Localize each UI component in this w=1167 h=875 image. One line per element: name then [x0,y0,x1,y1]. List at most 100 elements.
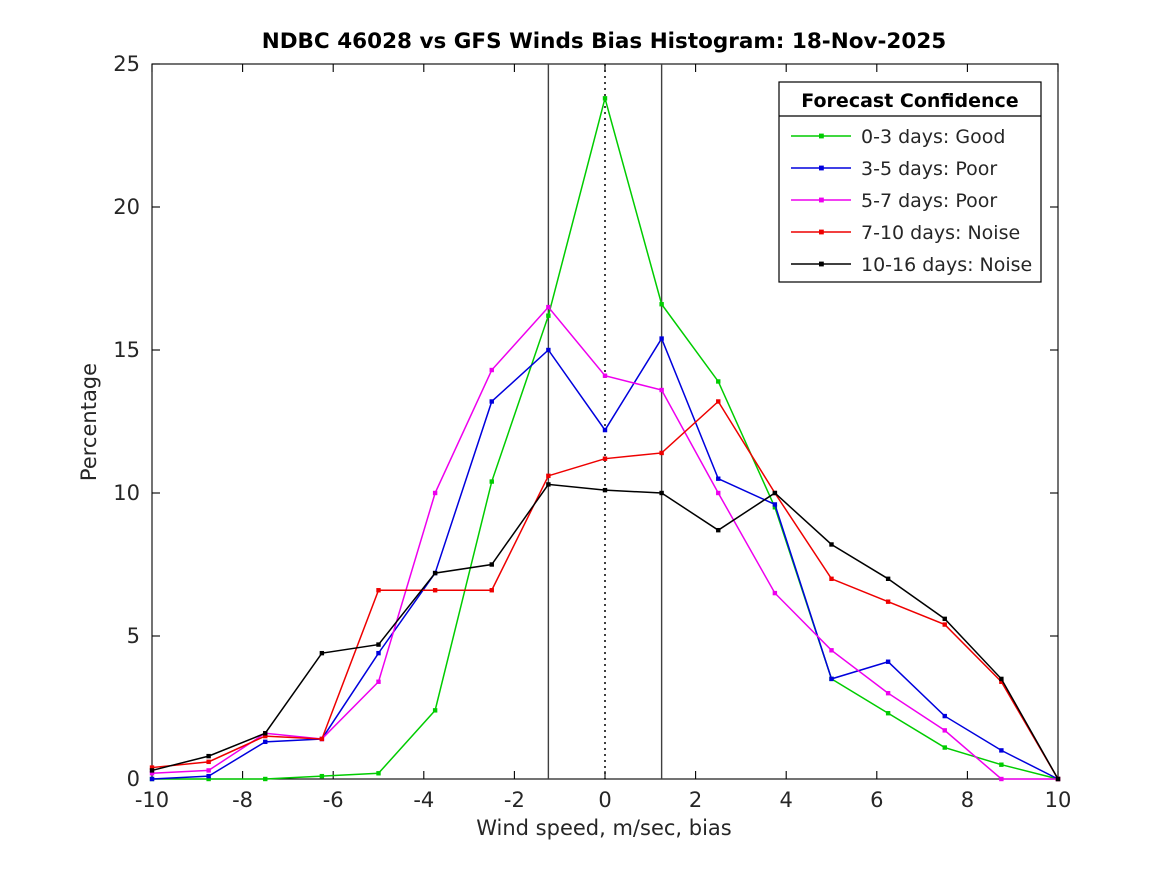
data-point [1055,776,1061,782]
data-point [489,479,494,484]
data-point [999,679,1004,684]
data-point [376,588,381,593]
data-point [659,336,664,341]
data-point [432,570,438,576]
x-tick-label: -8 [232,788,253,812]
y-axis-ticks: 0 5 10 15 20 25 [113,52,1058,791]
data-point [602,373,608,378]
x-axis-ticks: -10 -8 -6 -4 -2 0 2 4 6 8 10 [135,64,1072,812]
data-point [772,505,778,510]
x-tick-label: 0 [598,788,611,812]
data-point [999,676,1004,682]
data-point [263,739,268,745]
data-point [885,599,891,604]
y-tick-label: 25 [113,52,140,76]
x-tick-label: 8 [961,788,974,812]
legend-title: Forecast Confidence [801,90,1018,112]
x-tick-label: 10 [1045,788,1072,812]
legend-item-0[interactable]: 0-3 days: Good [791,126,1005,148]
x-tick-label: 2 [689,788,702,812]
legend-swatch-marker [819,165,824,171]
data-point [602,487,608,493]
data-point [263,731,268,736]
data-point [206,759,211,765]
x-tick-label: -2 [504,788,525,812]
data-point [432,490,438,496]
data-point [206,753,211,759]
series-4 [149,482,1061,782]
data-point [829,576,834,581]
series-3 [149,399,1061,782]
y-tick-label: 15 [113,338,140,362]
data-point [942,622,947,627]
data-point [319,773,325,779]
data-point [376,650,381,656]
data-point [489,367,494,373]
legend-item-1[interactable]: 3-5 days: Poor [791,158,997,180]
data-point [659,490,664,496]
x-tick-label: -10 [135,788,169,812]
data-point [206,776,211,782]
x-tick-label: 6 [870,788,883,812]
legend[interactable]: Forecast Confidence 0-3 days: Good 3-5 day… [778,81,1042,283]
legend-swatch-marker [819,197,824,203]
data-point [602,96,608,101]
legend-label: 5-7 days: Poor [861,190,997,212]
data-point [546,473,551,479]
data-point [942,713,947,719]
data-point [546,304,551,310]
data-point [716,476,721,481]
data-point [716,490,721,496]
legend-label: 10-16 days: Noise [861,254,1032,276]
x-tick-label: 4 [780,788,793,812]
x-axis-title: Wind speed, m/sec, bias [476,816,732,840]
data-point [942,745,947,750]
data-point [772,502,778,507]
legend-item-4[interactable]: 10-16 days: Noise [791,254,1032,276]
data-point [999,776,1004,782]
data-point [716,527,721,533]
data-point [376,679,381,684]
legend-label: 3-5 days: Poor [861,158,997,180]
data-point [772,490,778,496]
chart-title: NDBC 46028 vs GFS Winds Bias Histogram: … [262,29,947,54]
data-point [376,642,381,647]
y-tick-label: 20 [113,195,140,219]
y-tick-label: 10 [113,481,140,505]
y-tick-label: 0 [127,767,140,791]
legend-label: 7-10 days: Noise [861,222,1020,244]
data-point [885,659,891,664]
data-point [659,387,664,393]
data-point [999,762,1004,767]
data-point [546,313,551,318]
data-point [829,648,834,653]
legend-label: 0-3 days: Good [861,126,1005,148]
y-tick-label: 5 [127,624,140,648]
data-point [659,302,664,307]
legend-item-2[interactable]: 5-7 days: Poor [791,190,997,212]
data-point [885,711,891,716]
legend-item-3[interactable]: 7-10 days: Noise [791,222,1020,244]
data-point [376,771,381,776]
data-point [772,590,778,596]
data-point [432,708,438,713]
legend-swatch-marker [819,229,824,235]
data-point [716,379,721,384]
data-point [885,691,891,696]
data-series-layer [149,95,1061,782]
data-point [319,650,325,656]
data-point [885,576,891,581]
data-point [206,768,211,773]
data-point [432,588,438,593]
data-point [829,542,834,547]
data-point [659,450,664,456]
data-point [489,562,494,567]
data-point [319,736,325,742]
data-point [263,776,268,782]
data-point [489,399,494,404]
data-point [716,399,721,404]
legend-swatch-marker [819,261,824,267]
y-axis-title: Percentage [77,363,101,481]
data-point [263,733,268,739]
